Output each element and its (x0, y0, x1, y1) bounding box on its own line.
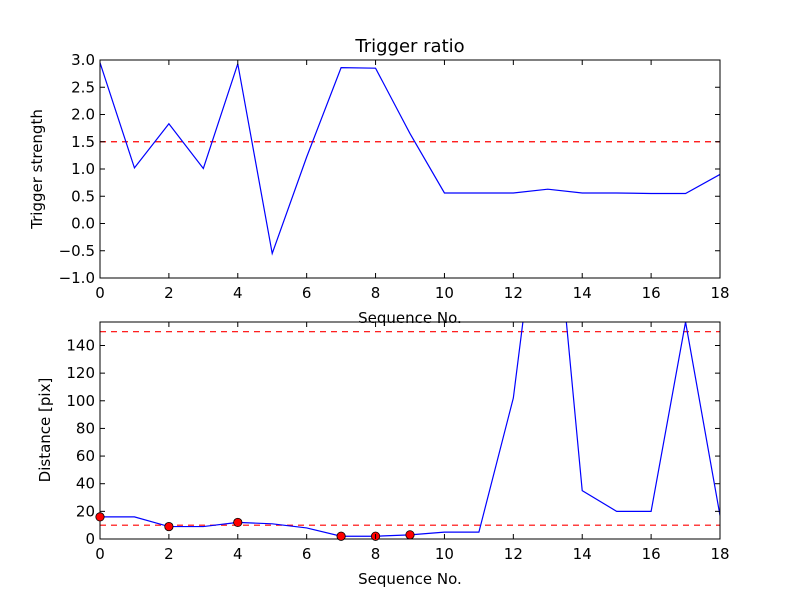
x-tick-label: 4 (233, 545, 243, 563)
y-tick-label: 2.5 (71, 78, 95, 96)
y-tick-label: −0.5 (59, 242, 95, 260)
x-tick-label: 8 (371, 545, 381, 563)
x-tick-label: 2 (164, 284, 174, 302)
x-tick-label: 4 (233, 284, 243, 302)
x-tick-label: 10 (435, 284, 454, 302)
y-tick-label: 20 (76, 502, 95, 520)
x-tick-label: 12 (504, 545, 523, 563)
data-point-marker (164, 521, 174, 532)
x-axis-label: Sequence No. (358, 570, 462, 588)
distance-plot: 0 2 4 6 8 10 12 14 16 18 0 20 40 60 80 100 120 140 Sequen… (36, 321, 730, 588)
y-tick-label: 2.0 (71, 106, 95, 124)
y-tick-label: 1.0 (71, 160, 95, 178)
y-axis-label: Distance [pix] (36, 378, 54, 483)
series-line (100, 322, 720, 537)
y-tick-label: 120 (66, 364, 95, 382)
y-tick-label: 100 (66, 392, 95, 410)
x-tick-label: 16 (642, 545, 661, 563)
y-tick-label: 140 (66, 336, 95, 354)
x-tick-label: 14 (573, 284, 592, 302)
y-tick-label: 1.5 (71, 133, 95, 151)
y-axis-label: Trigger strength (28, 109, 46, 230)
x-tick-label: 6 (302, 545, 312, 563)
chart-title: Trigger ratio (354, 36, 464, 57)
x-tick-label: 10 (435, 545, 454, 563)
x-tick-label: 6 (302, 284, 312, 302)
plot-frame (99, 321, 721, 540)
y-tick-label: 0.5 (71, 187, 95, 205)
y-tick-label: 3.0 (71, 51, 95, 69)
data-point-marker (95, 512, 105, 522)
data-point-marker (233, 517, 243, 528)
trigger-ratio-plot: Trigger ratio 0 2 4 6 8 10 12 14 16 18 −1.0 −0.5 0.0… (28, 36, 730, 327)
x-tick-label: 0 (95, 284, 105, 302)
plot-frame (99, 59, 721, 279)
x-tick-label: 18 (710, 284, 729, 302)
data-point-marker (405, 530, 415, 540)
x-tick-label: 2 (164, 545, 174, 563)
series-line (100, 62, 720, 256)
x-tick-label: 14 (573, 545, 592, 563)
y-tick-label: 80 (76, 419, 95, 437)
x-axis-label: Sequence No. (358, 309, 462, 327)
y-tick-label: 0 (85, 530, 95, 548)
x-tick-label: 16 (642, 284, 661, 302)
data-point-marker (336, 531, 346, 541)
x-tick-label: 8 (371, 284, 381, 302)
x-tick-label: 18 (710, 545, 729, 563)
y-tick-label: 60 (76, 447, 95, 465)
x-tick-label: 0 (95, 545, 105, 563)
y-tick-label: 40 (76, 475, 95, 493)
x-tick-label: 12 (504, 284, 523, 302)
y-tick-label: −1.0 (59, 269, 95, 287)
y-tick-label: 0.0 (71, 215, 95, 233)
